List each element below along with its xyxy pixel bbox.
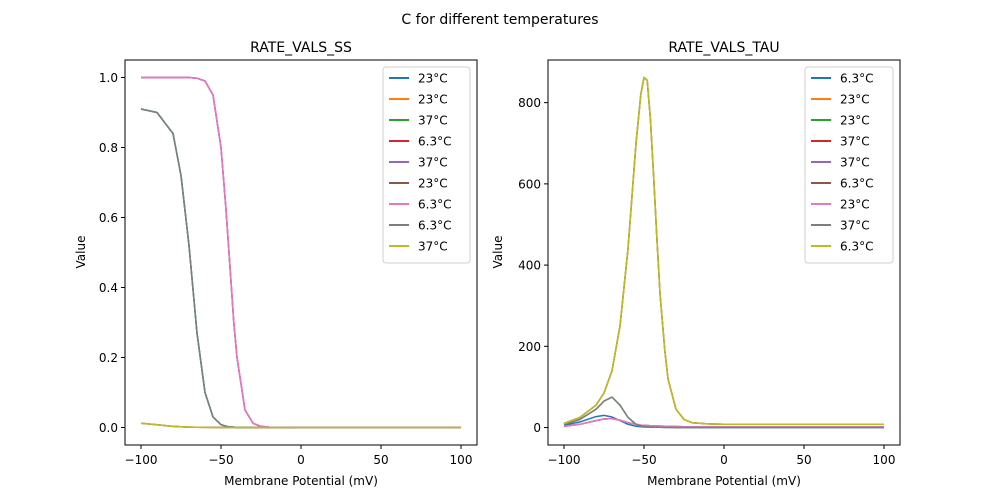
tau-y-tick-label: 800 bbox=[518, 96, 541, 110]
tau-legend-label: 6.3°C bbox=[840, 177, 873, 191]
ss-x-ticks: −100 −50 0 50 100 bbox=[125, 445, 473, 467]
ss-y-tick-label: 0.6 bbox=[99, 211, 118, 225]
tau-x-tick-label: 50 bbox=[796, 453, 811, 467]
ss-y-tick-label: 0.2 bbox=[99, 351, 118, 365]
ss-y-tick-label: 0.4 bbox=[99, 281, 118, 295]
ss-legend-label: 37°C bbox=[418, 156, 448, 170]
ss-y-ticks: 0.0 0.2 0.4 0.6 0.8 1.0 bbox=[99, 71, 125, 435]
ss-legend-box bbox=[382, 66, 471, 264]
tau-x-tick-label: 100 bbox=[873, 453, 896, 467]
tau-legend-label: 6.3°C bbox=[840, 72, 873, 86]
tau-x-tick-label: 0 bbox=[720, 453, 728, 467]
ss-y-tick-label: 0.0 bbox=[99, 421, 118, 435]
ss-legend-label: 23°C bbox=[418, 72, 448, 86]
tau-legend-label: 23°C bbox=[840, 198, 870, 212]
ss-legend-label: 23°C bbox=[418, 93, 448, 107]
tau-legend: 6.3°C 23°C 23°C 37°C 37°C 6.3°C 23°C 37°C 6.3°C bbox=[804, 66, 894, 264]
ss-x-tick-label: −100 bbox=[125, 453, 158, 467]
ss-title: RATE_VALS_SS bbox=[250, 40, 352, 56]
ss-axes: RATE_VALS_SS −100 −50 0 50 100 0.00.20.40.60… bbox=[74, 40, 478, 488]
tau-title: RATE_VALS_TAU bbox=[668, 40, 779, 56]
tau-legend-label: 37°C bbox=[840, 219, 870, 233]
tau-x-ticks: −100 −50 0 50 100 bbox=[548, 445, 896, 467]
tau-legend-label: 37°C bbox=[840, 156, 870, 170]
tau-series-line bbox=[563, 414, 884, 429]
tau-series-line bbox=[563, 396, 884, 429]
tau-y-tick-label: 600 bbox=[518, 177, 541, 191]
ss-plot-area bbox=[140, 76, 461, 429]
tau-legend-label: 23°C bbox=[840, 114, 870, 128]
tau-y-tick-label: 400 bbox=[518, 259, 541, 273]
tau-plot-area bbox=[563, 76, 884, 429]
ss-x-tick-label: −50 bbox=[208, 453, 233, 467]
figure-suptitle: C for different temperatures bbox=[401, 12, 598, 28]
tau-axes: RATE_VALS_TAU −100 −50 0 50 100 0 200 400 600 80… bbox=[491, 40, 901, 488]
ss-ylabel: Value bbox=[74, 236, 88, 269]
tau-series-line bbox=[563, 417, 884, 428]
ss-legend-label: 37°C bbox=[418, 114, 448, 128]
tau-series-line bbox=[563, 417, 884, 428]
ss-legend: 23°C 23°C 37°C 6.3°C 37°C 23°C 6.3°C 6.3°C 37°C bbox=[382, 66, 471, 264]
tau-legend-label: 37°C bbox=[840, 135, 870, 149]
tau-xlabel: Membrane Potential (mV) bbox=[647, 474, 801, 488]
ss-legend-label: 6.3°C bbox=[418, 198, 451, 212]
ss-x-tick-label: 0 bbox=[297, 453, 305, 467]
tau-series-line bbox=[563, 417, 884, 428]
tau-x-tick-label: −50 bbox=[631, 453, 656, 467]
tau-legend-label: 6.3°C bbox=[840, 240, 873, 254]
tau-x-tick-label: −100 bbox=[548, 453, 581, 467]
ss-xlabel: Membrane Potential (mV) bbox=[224, 474, 378, 488]
tau-legend-label: 23°C bbox=[840, 93, 870, 107]
ss-legend-label: 37°C bbox=[418, 240, 448, 254]
ss-legend-label: 6.3°C bbox=[418, 219, 451, 233]
ss-legend-label: 6.3°C bbox=[418, 135, 451, 149]
tau-y-ticks: 0 200 400 600 800 bbox=[518, 96, 548, 435]
ss-x-tick-label: 50 bbox=[373, 453, 388, 467]
tau-ylabel: Value bbox=[491, 236, 505, 269]
tau-legend-box bbox=[804, 66, 894, 264]
tau-series-line bbox=[563, 396, 884, 429]
ss-y-tick-label: 0.8 bbox=[99, 141, 118, 155]
ss-series-line bbox=[140, 422, 461, 429]
tau-series-line bbox=[563, 76, 884, 426]
ss-x-tick-label: 100 bbox=[450, 453, 473, 467]
ss-y-tick-label: 1.0 bbox=[99, 71, 118, 85]
tau-y-tick-label: 0 bbox=[533, 421, 541, 435]
tau-y-tick-label: 200 bbox=[518, 340, 541, 354]
ss-legend-label: 23°C bbox=[418, 177, 448, 191]
